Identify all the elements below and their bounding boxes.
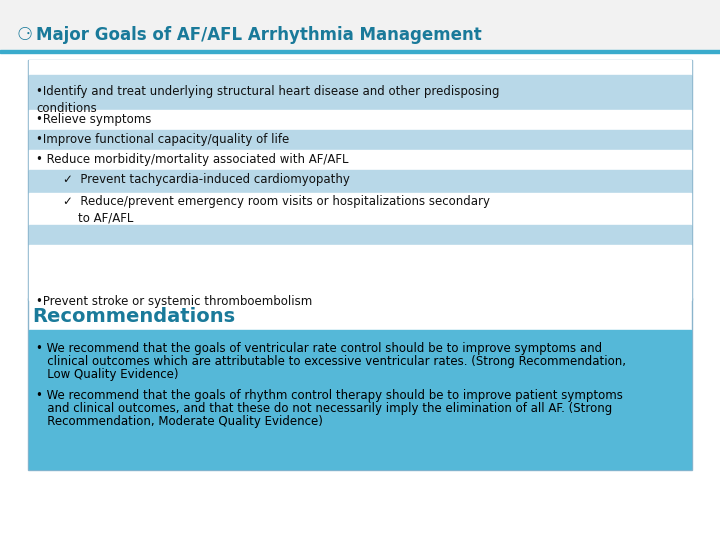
Text: Major Goals of AF/AFL Arrhythmia Management: Major Goals of AF/AFL Arrhythmia Managem…: [36, 26, 482, 44]
Text: •Relieve symptoms: •Relieve symptoms: [36, 113, 151, 126]
Bar: [29, 150, 691, 170]
Bar: [28, 60, 692, 300]
Bar: [0, 50, 720, 53]
Text: ✓  Prevent tachycardia-induced cardiomyopathy: ✓ Prevent tachycardia-induced cardiomyop…: [63, 173, 350, 186]
Bar: [29, 225, 691, 245]
Bar: [28, 298, 692, 470]
Bar: [29, 60, 691, 75]
Bar: [29, 193, 691, 225]
Text: • We recommend that the goals of ventricular rate control should be to improve s: • We recommend that the goals of ventric…: [36, 342, 602, 355]
Text: ✓  Reduce/prevent emergency room visits or hospitalizations secondary: ✓ Reduce/prevent emergency room visits o…: [63, 195, 490, 208]
Text: •Improve functional capacity/quality of life: •Improve functional capacity/quality of …: [36, 133, 289, 146]
Text: clinical outcomes which are attributable to excessive ventricular rates. (Strong: clinical outcomes which are attributable…: [36, 355, 626, 368]
Text: ⚆: ⚆: [16, 26, 32, 44]
Text: •Identify and treat underlying structural heart disease and other predisposing: •Identify and treat underlying structura…: [36, 85, 500, 98]
Bar: [29, 110, 691, 130]
Text: and clinical outcomes, and that these do not necessarily imply the elimination o: and clinical outcomes, and that these do…: [36, 402, 612, 415]
Text: to AF/AFL: to AF/AFL: [63, 212, 133, 225]
Bar: [29, 130, 691, 150]
Text: •Prevent stroke or systemic thromboembolism: •Prevent stroke or systemic thromboembol…: [36, 294, 312, 307]
Bar: [29, 75, 691, 110]
Bar: [29, 170, 691, 193]
Bar: [29, 330, 691, 469]
Text: conditions: conditions: [36, 102, 96, 114]
Text: • Reduce morbidity/mortality associated with AF/AFL: • Reduce morbidity/mortality associated …: [36, 153, 348, 166]
Text: • We recommend that the goals of rhythm control therapy should be to improve pat: • We recommend that the goals of rhythm …: [36, 389, 623, 402]
Text: Recommendations: Recommendations: [32, 307, 235, 326]
Bar: [0, 0, 720, 50]
Bar: [29, 245, 691, 300]
Text: Recommendation, Moderate Quality Evidence): Recommendation, Moderate Quality Evidenc…: [36, 415, 323, 428]
Text: Low Quality Evidence): Low Quality Evidence): [36, 368, 179, 381]
